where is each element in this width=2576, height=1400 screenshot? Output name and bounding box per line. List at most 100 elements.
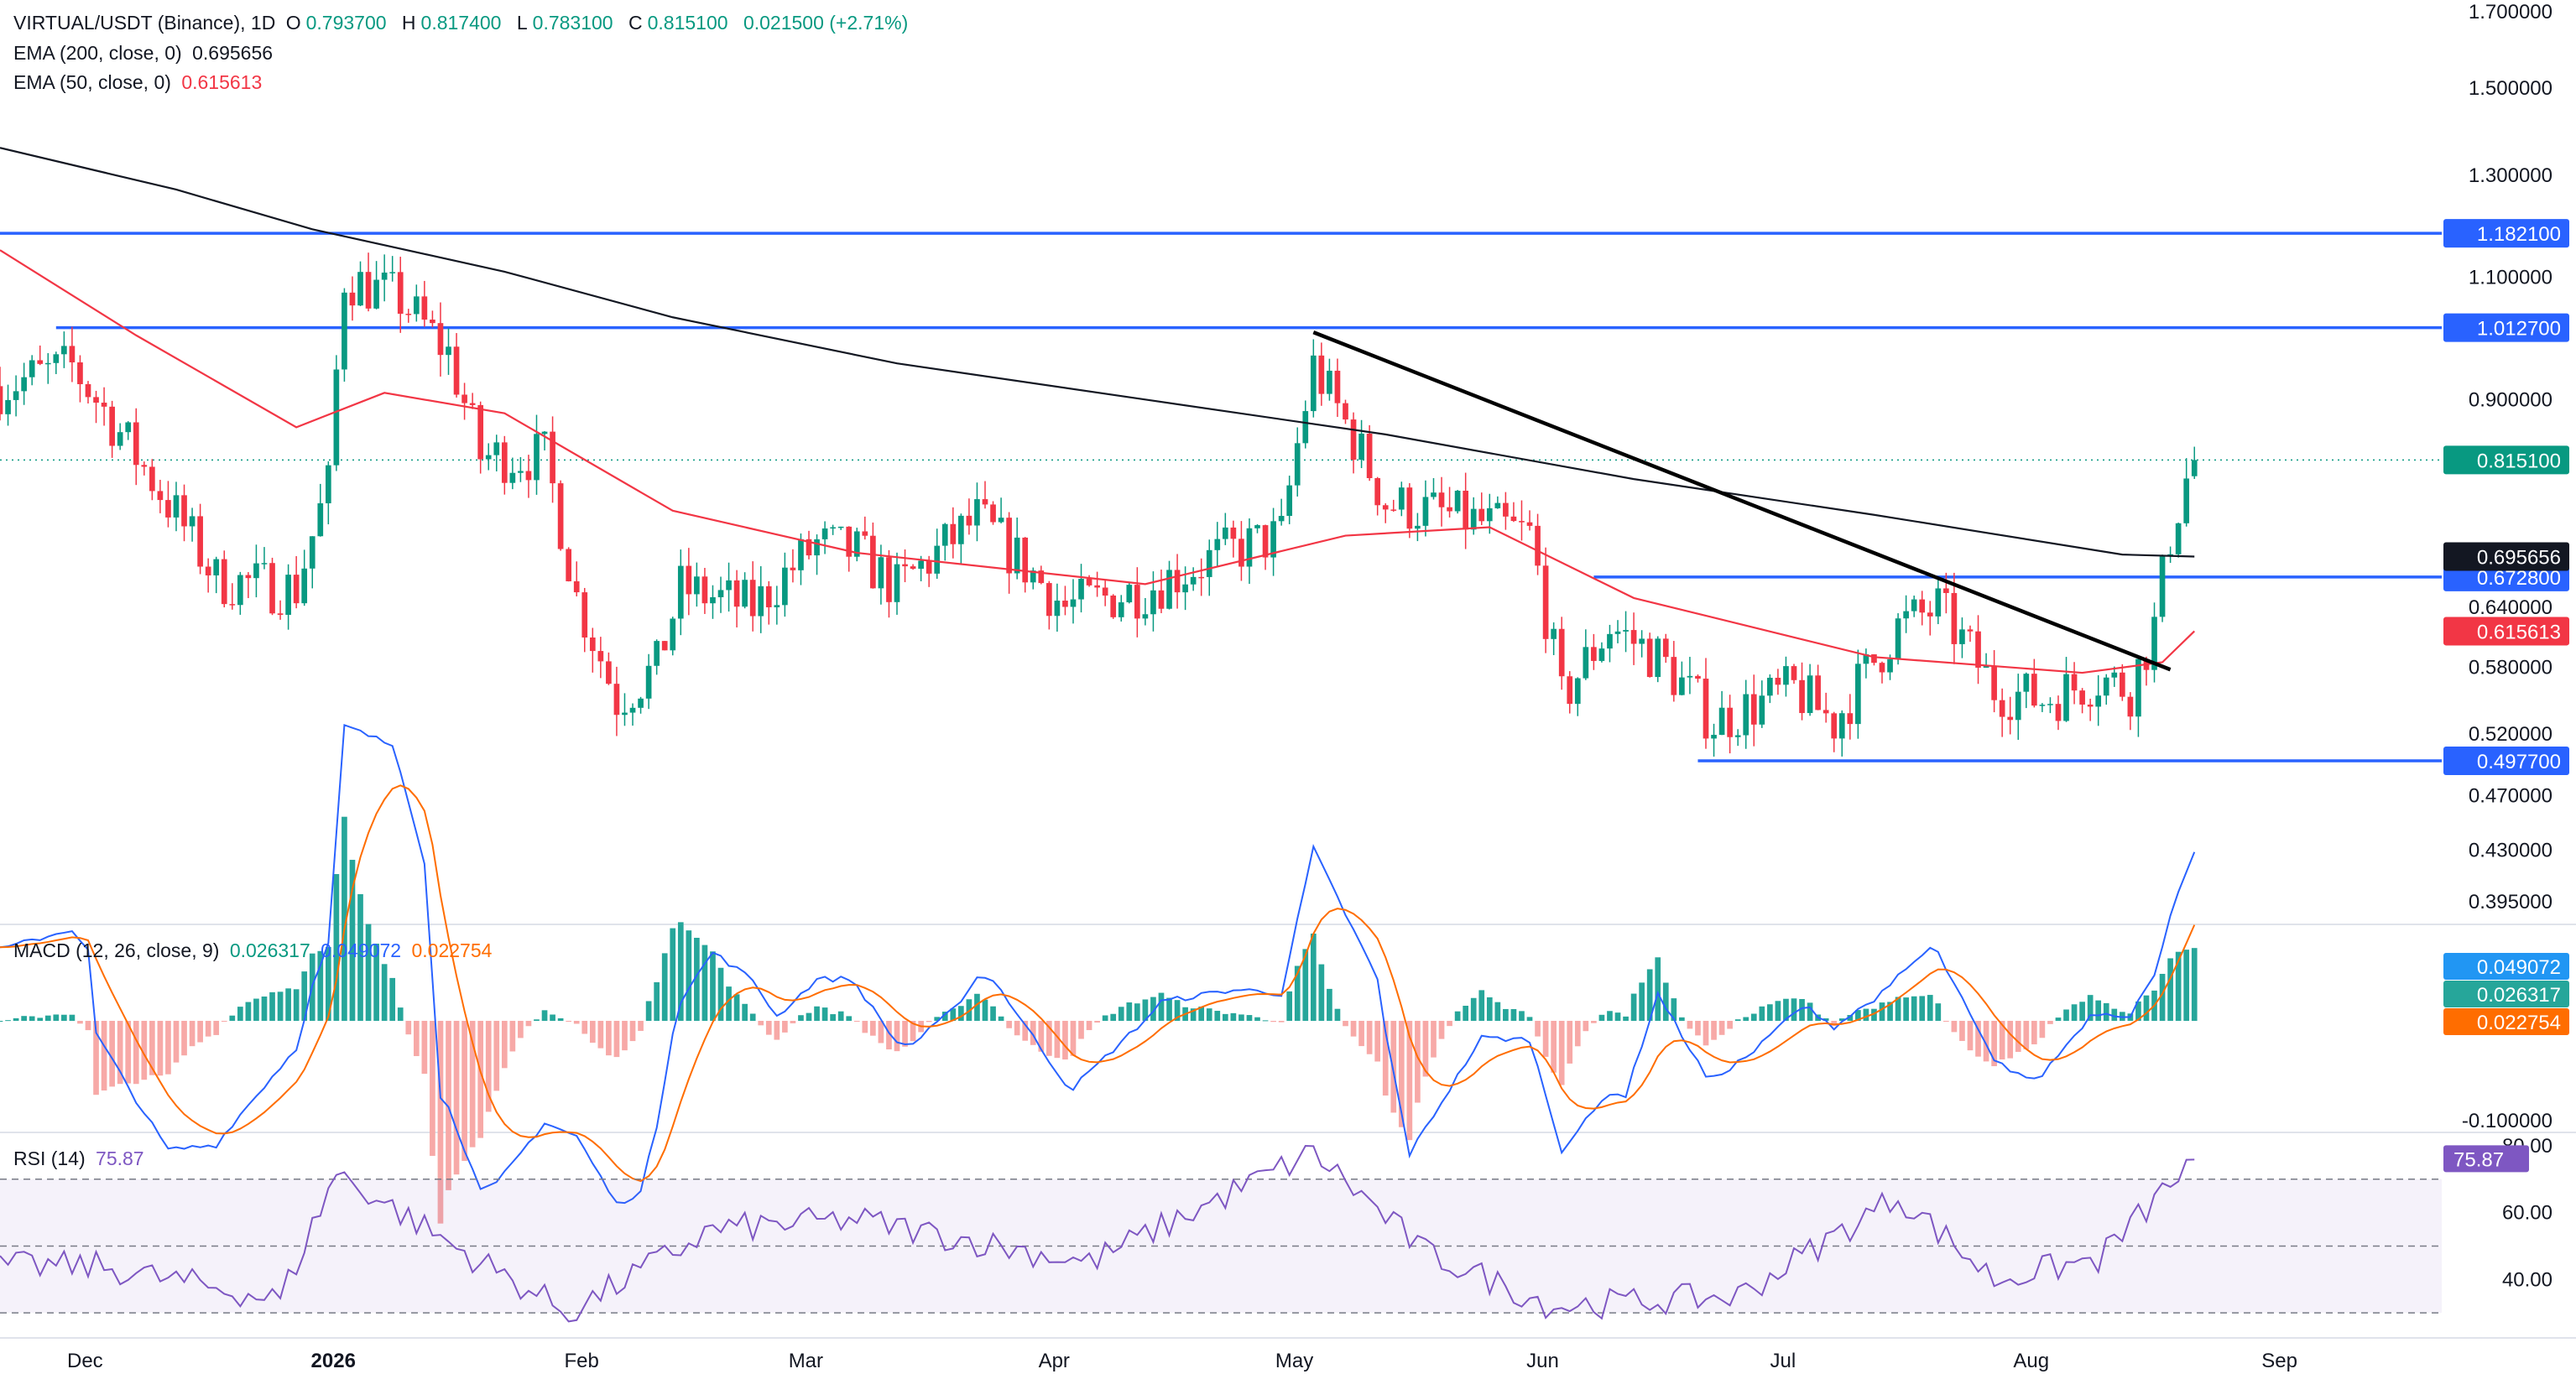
macd-histogram-bar xyxy=(1374,1021,1381,1062)
candle-body xyxy=(878,557,884,589)
candle-body xyxy=(1318,355,1325,394)
macd-histogram-bar xyxy=(44,1015,51,1021)
candle-body xyxy=(1222,527,1228,539)
macd-histogram-bar xyxy=(1343,1021,1348,1027)
candle-body xyxy=(677,565,684,619)
macd-histogram-bar xyxy=(1551,1021,1557,1073)
candle-body xyxy=(589,638,596,652)
macd-histogram-bar xyxy=(742,1003,748,1021)
candle-body xyxy=(405,314,412,315)
macd-histogram-bar xyxy=(1991,1021,1997,1067)
candle-body xyxy=(821,528,828,539)
macd-price-tag-bg xyxy=(2443,1008,2569,1035)
ema50-line xyxy=(0,249,2195,674)
candle-body xyxy=(1494,502,1501,508)
candle-body xyxy=(1799,679,1805,714)
macd-histogram-bar xyxy=(1831,1021,1838,1026)
candle-body xyxy=(1134,585,1140,619)
macd-histogram-bar xyxy=(430,1021,435,1156)
candle-body xyxy=(918,560,924,570)
candle-body xyxy=(798,539,804,570)
macd-histogram-bar xyxy=(798,1015,804,1021)
macd-histogram-bar xyxy=(29,1016,35,1021)
candle-body xyxy=(837,526,844,528)
candle-body xyxy=(430,320,435,324)
candle-body xyxy=(902,564,908,567)
candle-body xyxy=(2031,674,2037,706)
macd-histogram-bar xyxy=(1583,1021,1589,1032)
macd-histogram-bar xyxy=(1094,1021,1100,1023)
macd-histogram-bar xyxy=(1310,933,1317,1021)
candle-body xyxy=(958,515,964,544)
candle-body xyxy=(13,391,19,400)
macd-histogram-bar xyxy=(1567,1021,1573,1064)
candle-body xyxy=(1879,663,1885,673)
macd-histogram-bar xyxy=(1630,993,1637,1021)
macd-price-tag: 0.026317 xyxy=(2477,984,2561,1007)
candle-body xyxy=(765,586,772,607)
candle-body xyxy=(541,431,548,435)
candle-body xyxy=(53,354,60,363)
candle-body xyxy=(1831,713,1838,739)
macd-histogram-bar xyxy=(37,1017,44,1021)
macd-histogram-bar xyxy=(1398,1021,1405,1127)
candle-body xyxy=(1038,570,1045,584)
macd-histogram-bar xyxy=(581,1021,588,1034)
macd-histogram-bar xyxy=(485,1021,492,1112)
macd-histogram-bar xyxy=(1558,1021,1565,1085)
candle-body xyxy=(934,545,941,574)
candle-body xyxy=(1503,502,1509,517)
macd-histogram-bar xyxy=(1382,1021,1389,1096)
time-tick-label: Apr xyxy=(1039,1350,1070,1372)
candle-body xyxy=(1639,638,1645,644)
macd-histogram-bar xyxy=(1014,1021,1020,1036)
candle-body xyxy=(1182,584,1188,593)
candle-body xyxy=(1062,601,1068,607)
macd-legend: MACD (12, 26, close, 9) 0.026317 0.04907… xyxy=(13,939,497,962)
candle-body xyxy=(285,575,291,615)
price-tick-label: 0.900000 xyxy=(2469,388,2553,411)
candle-body xyxy=(518,471,524,473)
macd-histogram-bar xyxy=(1510,1008,1517,1021)
macd-histogram-bar xyxy=(1711,1021,1717,1040)
macd-histogram-bar xyxy=(2143,995,2150,1021)
macd-pane xyxy=(0,723,2198,1224)
macd-histogram-bar xyxy=(638,1021,644,1031)
candle-body xyxy=(2151,617,2157,670)
macd-histogram-bar xyxy=(1951,1021,1958,1033)
candle-body xyxy=(661,641,668,651)
macd-histogram-bar xyxy=(61,1014,67,1021)
candle-body xyxy=(1174,570,1181,593)
macd-histogram-bar xyxy=(365,924,372,1021)
macd-histogram-bar xyxy=(534,1019,540,1021)
symbol-legend: VIRTUAL/USDT (Binance), 1D O 0.793700 H 0.… xyxy=(13,12,913,34)
candle-body xyxy=(397,272,404,315)
candle-body xyxy=(534,434,540,481)
candle-body xyxy=(1598,648,1605,661)
macd-histogram-bar xyxy=(1230,1012,1237,1021)
ema50-label: EMA (50, close, 0) xyxy=(13,71,171,93)
candle-body xyxy=(333,369,340,466)
candle-body xyxy=(421,296,428,320)
candle-body xyxy=(1302,411,1309,444)
candle-body xyxy=(629,707,636,713)
macd-histogram-bar xyxy=(85,1021,91,1031)
macd-histogram-bar xyxy=(1070,1021,1077,1056)
ema50-legend: EMA (50, close, 0) 0.615613 xyxy=(13,71,267,94)
candle-body xyxy=(1743,694,1749,736)
candle-body xyxy=(1398,487,1405,510)
macd-histogram-bar xyxy=(1999,1021,2005,1060)
macd-histogram-bar xyxy=(550,1014,555,1021)
candle-body xyxy=(550,431,555,484)
macd-histogram-bar xyxy=(1807,1002,1813,1021)
macd-histogram-bar xyxy=(1246,1015,1253,1021)
macd-histogram-bar xyxy=(1767,1004,1773,1021)
candle-body xyxy=(2047,704,2053,705)
candle-body xyxy=(1102,587,1108,596)
macd-histogram-bar xyxy=(1494,1002,1501,1021)
price-tick-label: 1.700000 xyxy=(2469,1,2553,23)
candle-body xyxy=(1014,537,1020,574)
macd-histogram-bar xyxy=(1695,1021,1701,1036)
candle-body xyxy=(261,563,268,565)
